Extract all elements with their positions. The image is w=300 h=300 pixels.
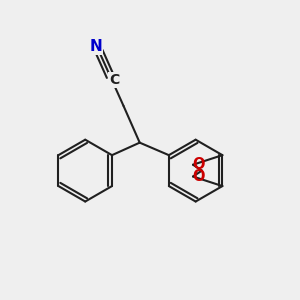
Text: N: N	[89, 39, 102, 54]
Text: O: O	[192, 169, 205, 184]
Text: C: C	[109, 73, 119, 87]
Text: O: O	[192, 157, 205, 172]
